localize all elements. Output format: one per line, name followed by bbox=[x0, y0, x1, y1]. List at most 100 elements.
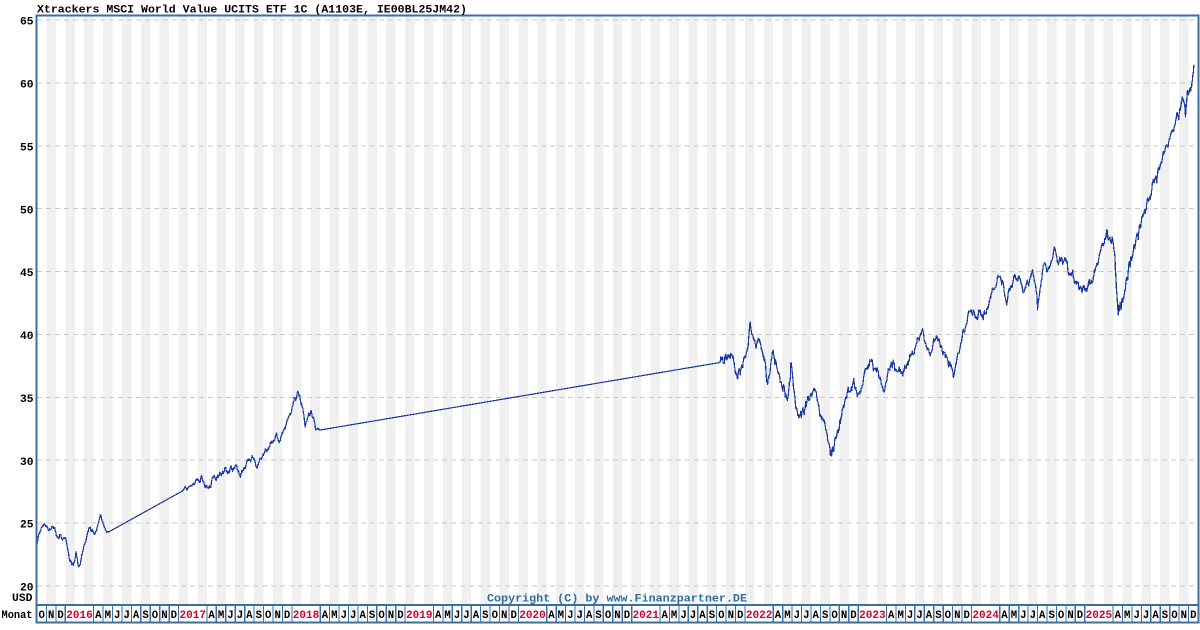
svg-text:J: J bbox=[463, 610, 469, 622]
svg-text:2019: 2019 bbox=[406, 610, 433, 622]
svg-text:A: A bbox=[888, 610, 895, 622]
svg-text:O: O bbox=[1058, 610, 1065, 622]
svg-text:D: D bbox=[397, 610, 404, 622]
svg-text:2018: 2018 bbox=[293, 610, 320, 622]
svg-text:O: O bbox=[39, 610, 46, 622]
svg-text:J: J bbox=[341, 610, 347, 622]
svg-text:20: 20 bbox=[20, 583, 34, 595]
svg-text:J: J bbox=[680, 610, 686, 622]
svg-text:D: D bbox=[510, 610, 517, 622]
svg-text:O: O bbox=[1171, 610, 1178, 622]
svg-text:65: 65 bbox=[20, 17, 34, 29]
svg-text:A: A bbox=[699, 610, 706, 622]
svg-text:N: N bbox=[728, 610, 734, 622]
svg-text:J: J bbox=[350, 610, 356, 622]
svg-text:45: 45 bbox=[20, 268, 34, 280]
svg-text:J: J bbox=[1143, 610, 1149, 622]
svg-text:M: M bbox=[671, 610, 678, 622]
svg-text:D: D bbox=[1077, 610, 1084, 622]
svg-text:A: A bbox=[926, 610, 933, 622]
svg-text:S: S bbox=[822, 610, 829, 622]
svg-text:D: D bbox=[850, 610, 857, 622]
svg-text:S: S bbox=[595, 610, 602, 622]
svg-text:M: M bbox=[218, 610, 225, 622]
svg-text:A: A bbox=[1039, 610, 1046, 622]
svg-text:O: O bbox=[831, 610, 838, 622]
svg-text:O: O bbox=[718, 610, 725, 622]
svg-text:O: O bbox=[605, 610, 612, 622]
svg-text:USD: USD bbox=[12, 593, 33, 605]
svg-text:2020: 2020 bbox=[519, 610, 546, 622]
svg-text:N: N bbox=[614, 610, 620, 622]
svg-text:N: N bbox=[841, 610, 847, 622]
svg-text:2021: 2021 bbox=[633, 610, 660, 622]
svg-text:D: D bbox=[57, 610, 64, 622]
svg-text:M: M bbox=[331, 610, 338, 622]
svg-text:M: M bbox=[558, 610, 565, 622]
svg-text:O: O bbox=[945, 610, 952, 622]
svg-text:O: O bbox=[378, 610, 385, 622]
svg-text:N: N bbox=[161, 610, 167, 622]
svg-text:J: J bbox=[454, 610, 460, 622]
svg-text:M: M bbox=[105, 610, 112, 622]
svg-text:J: J bbox=[907, 610, 913, 622]
svg-text:A: A bbox=[813, 610, 820, 622]
svg-text:2025: 2025 bbox=[1086, 610, 1113, 622]
svg-text:J: J bbox=[794, 610, 800, 622]
svg-text:S: S bbox=[709, 610, 716, 622]
svg-text:D: D bbox=[284, 610, 291, 622]
svg-text:2016: 2016 bbox=[66, 610, 93, 622]
svg-text:J: J bbox=[1030, 610, 1036, 622]
svg-text:40: 40 bbox=[20, 331, 34, 343]
svg-text:J: J bbox=[577, 610, 583, 622]
svg-text:A: A bbox=[322, 610, 329, 622]
svg-text:J: J bbox=[1020, 610, 1026, 622]
svg-text:A: A bbox=[95, 610, 102, 622]
svg-text:S: S bbox=[142, 610, 149, 622]
svg-text:A: A bbox=[133, 610, 140, 622]
svg-text:55: 55 bbox=[20, 142, 34, 154]
svg-text:N: N bbox=[954, 610, 960, 622]
svg-text:M: M bbox=[1124, 610, 1131, 622]
svg-text:N: N bbox=[1067, 610, 1073, 622]
svg-text:A: A bbox=[1001, 610, 1008, 622]
svg-text:O: O bbox=[265, 610, 272, 622]
svg-text:J: J bbox=[916, 610, 922, 622]
svg-text:25: 25 bbox=[20, 520, 34, 532]
svg-text:A: A bbox=[775, 610, 782, 622]
svg-text:A: A bbox=[208, 610, 215, 622]
svg-text:A: A bbox=[1115, 610, 1122, 622]
svg-text:N: N bbox=[275, 610, 281, 622]
svg-text:M: M bbox=[444, 610, 451, 622]
svg-text:35: 35 bbox=[20, 394, 34, 406]
svg-text:J: J bbox=[237, 610, 243, 622]
svg-text:2024: 2024 bbox=[972, 610, 999, 622]
svg-text:A: A bbox=[586, 610, 593, 622]
svg-text:M: M bbox=[784, 610, 791, 622]
svg-text:D: D bbox=[171, 610, 178, 622]
svg-text:Copyright (C) by www.Finanzpar: Copyright (C) by www.Finanzpartner.DE bbox=[487, 593, 747, 605]
svg-text:J: J bbox=[227, 610, 233, 622]
svg-text:J: J bbox=[567, 610, 573, 622]
svg-text:S: S bbox=[1162, 610, 1169, 622]
svg-text:D: D bbox=[737, 610, 744, 622]
svg-text:A: A bbox=[435, 610, 442, 622]
svg-text:D: D bbox=[1190, 610, 1197, 622]
svg-text:O: O bbox=[492, 610, 499, 622]
svg-text:A: A bbox=[1152, 610, 1159, 622]
svg-text:A: A bbox=[473, 610, 480, 622]
svg-text:J: J bbox=[1133, 610, 1139, 622]
svg-text:A: A bbox=[662, 610, 669, 622]
svg-text:S: S bbox=[935, 610, 942, 622]
svg-text:J: J bbox=[690, 610, 696, 622]
svg-text:O: O bbox=[152, 610, 159, 622]
svg-text:30: 30 bbox=[20, 457, 34, 469]
svg-text:2022: 2022 bbox=[746, 610, 773, 622]
svg-text:M: M bbox=[897, 610, 904, 622]
svg-text:N: N bbox=[388, 610, 394, 622]
svg-text:J: J bbox=[114, 610, 120, 622]
svg-text:J: J bbox=[123, 610, 129, 622]
svg-text:M: M bbox=[1011, 610, 1018, 622]
svg-text:A: A bbox=[246, 610, 253, 622]
svg-text:N: N bbox=[48, 610, 54, 622]
